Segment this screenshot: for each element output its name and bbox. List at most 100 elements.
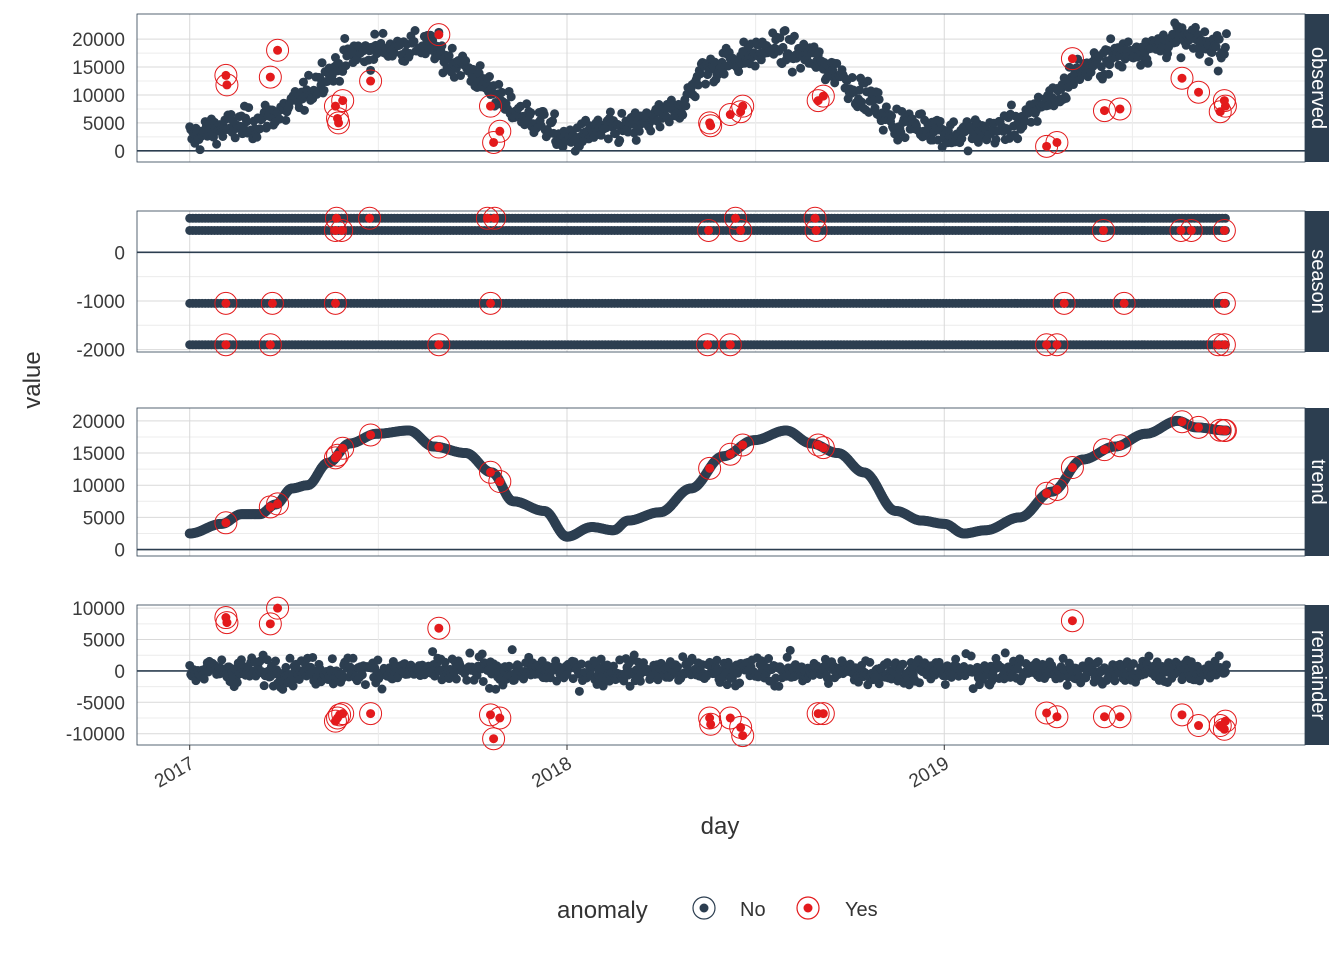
- anomaly-point: [1052, 137, 1062, 147]
- point: [484, 72, 494, 82]
- anomaly-point: [1176, 225, 1186, 235]
- anomaly-point: [1219, 340, 1229, 350]
- anomaly-point: [273, 603, 283, 613]
- point: [410, 26, 420, 36]
- point: [218, 131, 228, 141]
- point: [475, 61, 485, 71]
- anomaly-point: [730, 213, 740, 223]
- point: [378, 28, 388, 38]
- anomaly-point: [1177, 710, 1187, 720]
- point: [494, 79, 504, 89]
- anomaly-point: [221, 70, 231, 80]
- point: [271, 656, 281, 666]
- anomaly-ring: [479, 291, 503, 315]
- anomaly-ring: [718, 333, 742, 357]
- point: [1013, 134, 1023, 144]
- point: [298, 77, 308, 87]
- point: [898, 659, 908, 669]
- anomaly-point: [706, 719, 716, 729]
- points-season: [185, 206, 1236, 357]
- strip-observed: [1305, 14, 1329, 162]
- point: [281, 115, 291, 125]
- point: [497, 87, 507, 97]
- point: [335, 76, 345, 86]
- point: [232, 677, 242, 687]
- point: [750, 61, 760, 71]
- point: [1214, 651, 1224, 661]
- anomaly-point: [221, 518, 231, 528]
- anomaly-point: [265, 619, 275, 629]
- point: [539, 109, 549, 119]
- anomaly-point: [486, 298, 496, 308]
- points-remainder: [185, 596, 1237, 751]
- anomaly-point: [738, 440, 748, 450]
- anomaly-point: [265, 340, 275, 350]
- anomaly-ring: [1112, 291, 1136, 315]
- point: [690, 92, 700, 102]
- anomaly-ring: [806, 89, 830, 113]
- anomaly-point: [725, 713, 735, 723]
- y-tick-label: 5000: [83, 508, 125, 529]
- anomaly-ring: [696, 333, 720, 357]
- anomaly-ring: [1213, 94, 1237, 118]
- anomaly-ring: [1212, 333, 1236, 357]
- anomaly-ring: [1060, 47, 1084, 71]
- point: [328, 76, 338, 86]
- anomaly-point: [818, 709, 828, 719]
- anomaly-ring: [1091, 218, 1115, 242]
- anomaly-point: [495, 126, 505, 136]
- anomaly-point: [738, 731, 748, 741]
- point: [963, 146, 973, 156]
- x-axis: 2017 2018 2019: [151, 745, 953, 792]
- anomaly-point: [365, 213, 375, 223]
- legend: anomaly No Yes: [557, 896, 878, 924]
- anomaly-point: [1067, 463, 1077, 473]
- anomaly-point: [338, 443, 348, 453]
- y-axis-title: value: [19, 351, 46, 408]
- anomaly-ring: [260, 291, 284, 315]
- strip-label-observed: observed: [1307, 47, 1329, 129]
- strip-label-remainder: remainder: [1307, 630, 1329, 720]
- anomaly-point: [334, 118, 344, 128]
- anomaly-point: [331, 213, 341, 223]
- anomaly-point: [366, 430, 376, 440]
- point: [230, 133, 240, 143]
- anomaly-point: [273, 45, 283, 55]
- point: [893, 135, 903, 145]
- point: [317, 58, 327, 68]
- anomaly-ring: [427, 23, 451, 47]
- anomaly-ring: [258, 65, 282, 89]
- anomaly-ring: [1212, 218, 1236, 242]
- anomaly-ring: [214, 291, 238, 315]
- point: [634, 126, 644, 136]
- point: [259, 681, 269, 691]
- anomaly-ring: [697, 218, 721, 242]
- anomaly-ring: [1092, 99, 1116, 123]
- point: [780, 25, 790, 35]
- point: [855, 85, 865, 95]
- point: [887, 111, 897, 121]
- anomaly-ring: [804, 218, 828, 242]
- anomaly-point: [1067, 54, 1077, 64]
- anomaly-point: [811, 225, 821, 235]
- anomaly-ring: [1045, 333, 1069, 357]
- anomaly-point: [1099, 445, 1109, 455]
- anomaly-point: [337, 225, 347, 235]
- point: [1061, 93, 1071, 103]
- point: [377, 684, 387, 694]
- point: [574, 686, 584, 696]
- y-tick-label: 0: [114, 142, 125, 163]
- anomaly-point: [1042, 340, 1052, 350]
- anomaly-point: [222, 80, 232, 90]
- anomaly-point: [1194, 87, 1204, 97]
- point: [327, 654, 337, 664]
- point: [935, 116, 945, 126]
- strip-trend: [1305, 408, 1329, 556]
- point: [444, 51, 454, 61]
- points-observed: [185, 18, 1237, 158]
- point: [678, 110, 688, 120]
- point: [605, 107, 615, 117]
- point: [334, 58, 344, 68]
